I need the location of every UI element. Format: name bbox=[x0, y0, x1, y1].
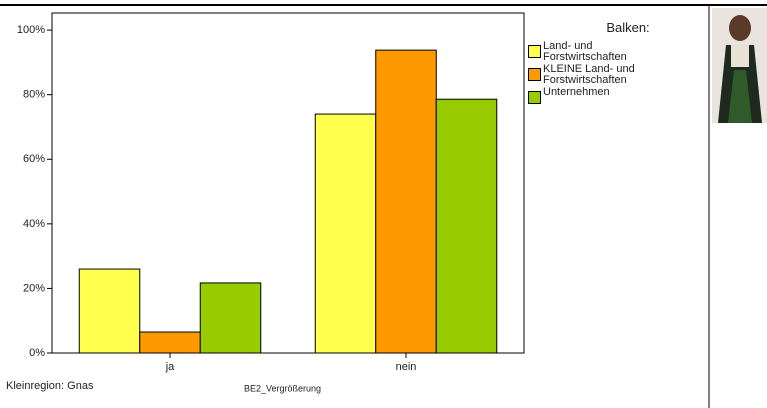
legend-swatch bbox=[528, 45, 541, 58]
legend-item: Unternehmen bbox=[528, 87, 698, 104]
y-tick-label: 80% bbox=[23, 89, 45, 101]
y-tick-label: 0% bbox=[29, 347, 45, 359]
legend-label: KLEINE Land- und Forstwirtschaften bbox=[543, 63, 635, 86]
bar bbox=[375, 49, 437, 354]
x-tick-label: ja bbox=[165, 361, 175, 373]
legend-title: Balken: bbox=[606, 20, 650, 35]
legend: Balken: Land- und Forstwirtschaften KLEIN… bbox=[528, 20, 698, 105]
legend-swatch bbox=[528, 68, 541, 81]
y-tick-label: 60% bbox=[23, 153, 45, 165]
photo bbox=[712, 8, 767, 123]
footnote: Kleinregion: Gnas bbox=[6, 380, 94, 392]
bar bbox=[78, 268, 141, 354]
bar bbox=[199, 282, 262, 354]
y-tick-label: 40% bbox=[23, 218, 45, 230]
x-tick-label: nein bbox=[396, 361, 417, 373]
legend-label: Unternehmen bbox=[543, 86, 610, 98]
legend-swatch bbox=[528, 91, 541, 104]
bar bbox=[435, 98, 498, 354]
bar bbox=[314, 113, 377, 354]
legend-item: KLEINE Land- und Forstwirtschaften bbox=[528, 64, 698, 86]
bar bbox=[139, 331, 201, 354]
caption: BE2_Vergrößerung bbox=[244, 383, 321, 393]
legend-label: Land- und Forstwirtschaften bbox=[543, 40, 627, 63]
y-tick-label: 100% bbox=[17, 24, 45, 36]
y-tick-label: 20% bbox=[23, 282, 45, 294]
legend-item: Land- und Forstwirtschaften bbox=[528, 41, 698, 63]
